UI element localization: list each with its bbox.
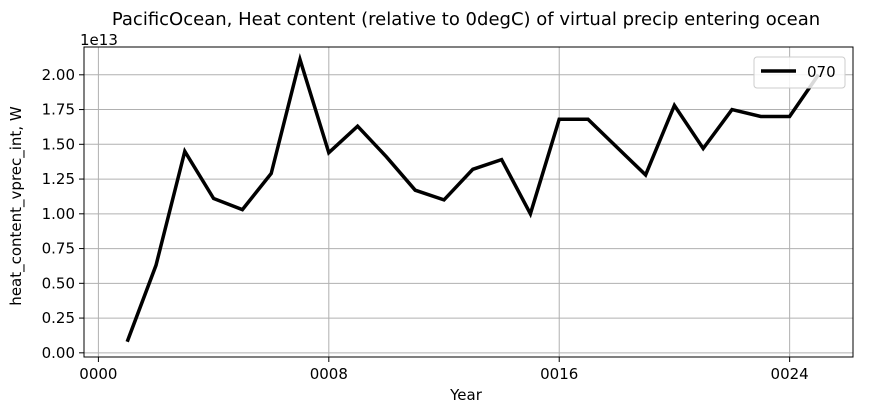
series-line-070 xyxy=(125,53,820,343)
x-axis-label: Year xyxy=(449,386,483,404)
y-tick-label: 2.00 xyxy=(42,66,75,84)
y-axis-label: heat_content_vprec_int, W xyxy=(7,106,26,306)
y-tick-label: 0.25 xyxy=(42,309,75,327)
plot-area xyxy=(83,46,854,358)
grid-lines xyxy=(84,47,853,357)
x-tick-label: 0016 xyxy=(540,365,578,383)
x-tick-label: 0024 xyxy=(771,365,809,383)
y-tick-label: 0.00 xyxy=(42,344,75,362)
y-tick-label: 0.75 xyxy=(42,240,75,258)
series-group xyxy=(125,53,820,343)
y-tick-label: 1.00 xyxy=(42,205,75,223)
y-tick-label: 1.25 xyxy=(42,170,75,188)
y-tick-label: 1.75 xyxy=(42,101,75,119)
axis-ticks: 0000 0008 0016 0024 0.00 0.25 0.50 0.75 1.00 1.25… xyxy=(42,66,809,383)
legend-box xyxy=(753,56,846,89)
x-tick-label: 0000 xyxy=(79,365,117,383)
x-tick-label: 0008 xyxy=(310,365,348,383)
y-tick-label: 1.50 xyxy=(42,135,75,153)
legend-label-070: 070 xyxy=(807,63,836,81)
y-tick-label: 0.50 xyxy=(42,274,75,292)
y-axis-offset-label: 1e13 xyxy=(80,31,118,49)
chart-title: PacificOcean, Heat content (relative to … xyxy=(112,9,820,30)
legend: 070 xyxy=(753,56,846,89)
